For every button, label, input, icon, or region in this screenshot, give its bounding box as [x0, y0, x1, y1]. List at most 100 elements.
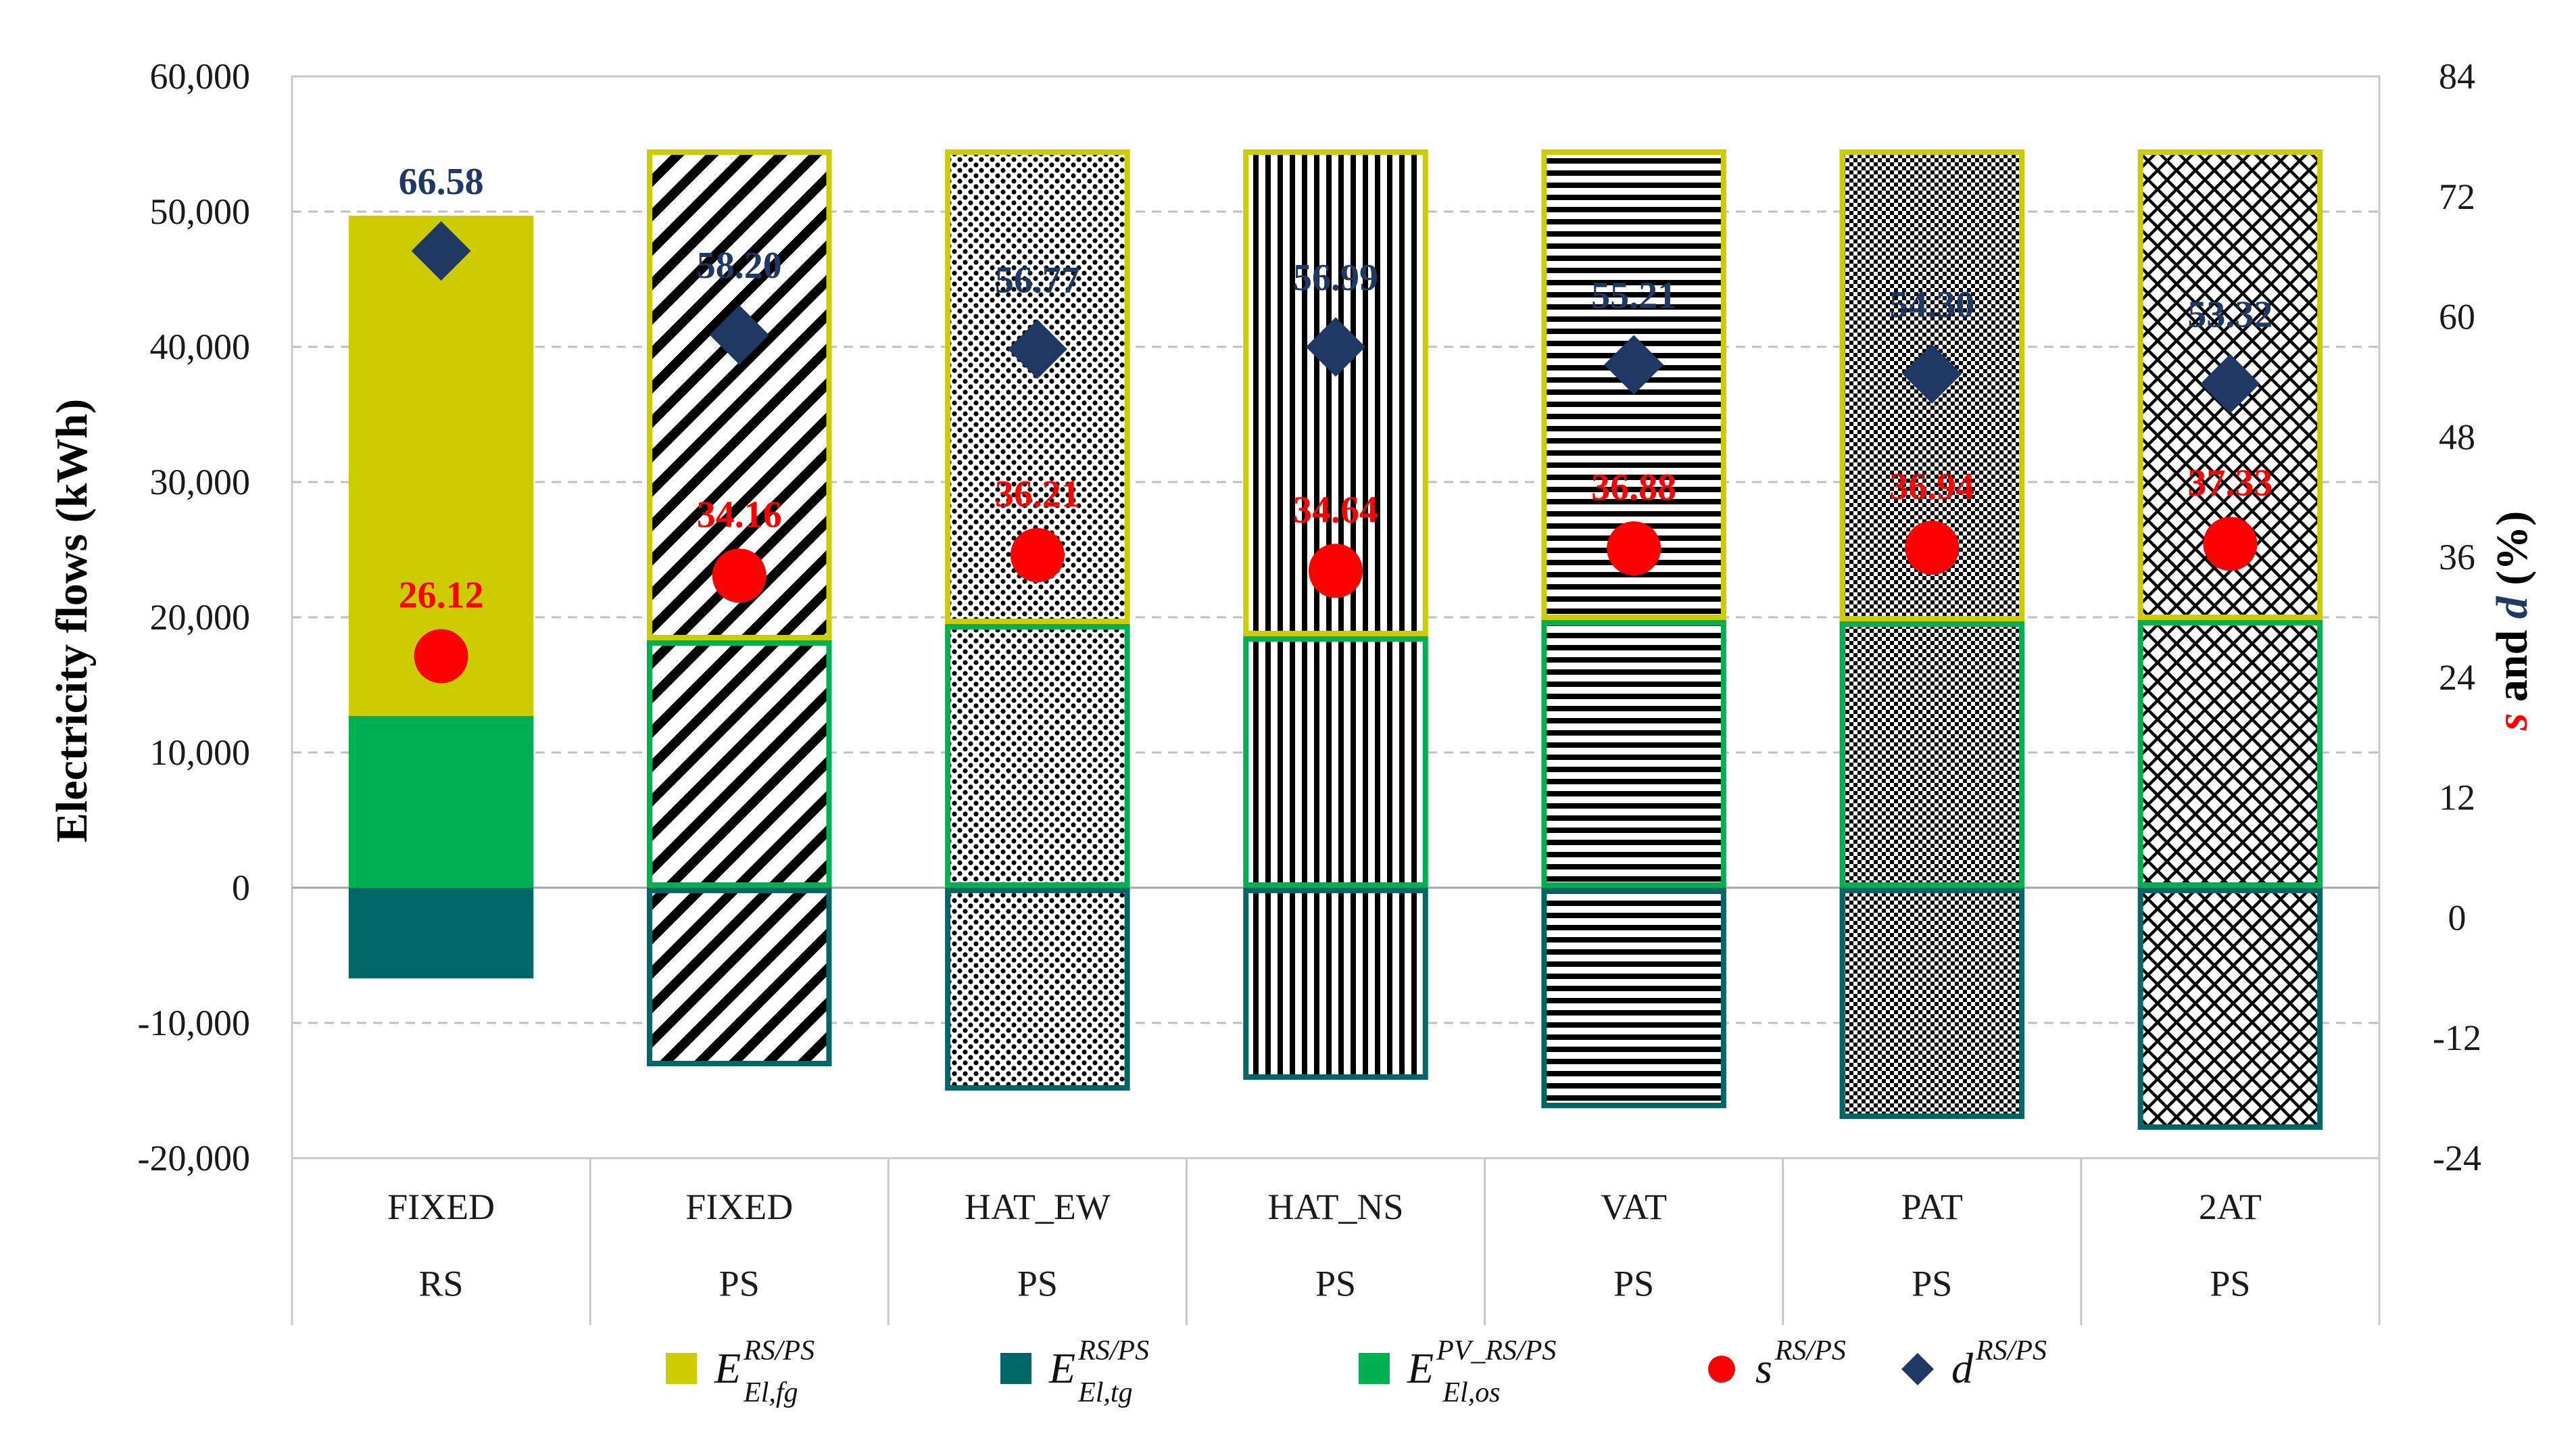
- bar-os-outline: [646, 640, 832, 888]
- right-tick-label: -24: [2433, 1138, 2481, 1178]
- bar-os: [1541, 620, 1726, 888]
- s-label: 36.88: [1591, 467, 1676, 508]
- right-axis-title: s and d (%): [2487, 511, 2537, 732]
- left-tick-label: 40,000: [150, 327, 251, 367]
- plot-area: 26.12 66.58 34.16 58.20 36.21 56.77 34.64 56.99…: [291, 75, 2381, 1160]
- d-marker: [1902, 344, 1962, 404]
- bar-os-fill: [348, 716, 534, 888]
- bar-os-fill: [950, 629, 1125, 883]
- s-marker: [1309, 544, 1363, 598]
- bar-tg-fill: [1844, 892, 2020, 1114]
- left-tick-label: 50,000: [150, 191, 251, 232]
- legend-label: sRS/PS: [1755, 1335, 1846, 1392]
- s-label: 37.33: [2187, 462, 2273, 504]
- bar-tg-fill: [1248, 892, 1424, 1075]
- left-tick-label: 0: [232, 867, 250, 908]
- legend-sub: El,tg: [1077, 1377, 1133, 1408]
- bar-tg: [348, 888, 534, 978]
- bar-fg-outline: [945, 149, 1130, 624]
- legend-symbol: E: [1407, 1344, 1434, 1392]
- legend-symbol: d: [1951, 1344, 1974, 1392]
- legend-entry: ERS/PS El,tg: [1000, 1335, 1149, 1408]
- legend-entry: sRS/PS: [1708, 1335, 1846, 1392]
- s-label: 34.64: [1293, 489, 1378, 531]
- bar-os-outline: [1839, 621, 2025, 888]
- left-tick-label: 60,000: [150, 56, 251, 97]
- bar-os-fill: [2142, 625, 2318, 883]
- legend-sup: RS/PS: [1077, 1335, 1149, 1366]
- legend-sub: El,os: [1442, 1377, 1500, 1408]
- right-axis-ticks: -24 -12 0 12 24 36 48 60 72 84: [2433, 56, 2481, 1178]
- bar-fg-outline: [1839, 149, 2025, 621]
- bar-fg-outline: [1541, 149, 1726, 620]
- bar-os: [1243, 636, 1428, 888]
- bar-os-outline: [1541, 620, 1726, 888]
- bar-os-fill: [1844, 626, 2020, 883]
- group-label: PS: [1017, 1264, 1058, 1304]
- legend-label: EPV_RS/PS El,os: [1407, 1335, 1556, 1408]
- bar-os: [1839, 621, 2025, 888]
- bar-os: [646, 640, 832, 888]
- s-marker: [1905, 521, 1960, 575]
- legend-entry: ERS/PS El,fg: [666, 1335, 815, 1408]
- group-label: PS: [1613, 1264, 1654, 1304]
- right-tick-label: 24: [2439, 657, 2475, 698]
- bar-tg: [1243, 888, 1428, 1080]
- bar-tg: [646, 888, 832, 1066]
- bars: [348, 149, 2323, 1130]
- d-label: 56.77: [995, 259, 1080, 301]
- d-label: 54.30: [1889, 284, 1974, 326]
- data-labels: 26.12 66.58 34.16 58.20 36.21 56.77 34.64 56.99…: [399, 161, 2273, 616]
- legend-sup: RS/PS: [1774, 1335, 1846, 1366]
- right-tick-label: 0: [2448, 897, 2466, 938]
- category-label: HAT_EW: [965, 1187, 1111, 1227]
- right-tick-label: 12: [2439, 778, 2475, 818]
- bar-os-outline: [2137, 620, 2323, 888]
- bar-tg-outline: [1839, 888, 2025, 1119]
- bar-tg-outline: [945, 888, 1130, 1091]
- d-marker: [1604, 335, 1664, 395]
- category-label: PAT: [1901, 1187, 1963, 1227]
- bar-tg: [1541, 888, 1726, 1108]
- bar-tg-fill: [348, 888, 534, 978]
- category-table: FIXED RS FIXED PS HAT_EW PS HAT_NS PS VAT PS PAT PS…: [291, 1158, 2381, 1325]
- left-tick-label: 20,000: [150, 597, 251, 638]
- group-label: RS: [419, 1264, 464, 1304]
- legend-swatch: [666, 1353, 697, 1384]
- bar-tg-fill: [1546, 892, 1722, 1103]
- left-tick-label: -10,000: [138, 1003, 250, 1043]
- bar-tg-outline: [2137, 888, 2323, 1130]
- d-marker: [709, 305, 769, 365]
- right-tick-label: 60: [2439, 297, 2475, 337]
- category-label: VAT: [1601, 1187, 1667, 1227]
- bar-tg-outline: [1243, 888, 1428, 1080]
- legend-sup: PV_RS/PS: [1436, 1335, 1556, 1366]
- legend-sup: RS/PS: [1975, 1335, 2047, 1366]
- legend-swatch: [1000, 1353, 1031, 1384]
- left-tick-label: 10,000: [150, 732, 251, 773]
- bar-os-fill: [1248, 641, 1424, 883]
- right-tick-label: 72: [2439, 176, 2475, 217]
- category-label: HAT_NS: [1267, 1187, 1403, 1227]
- legend-swatch-circle: [1708, 1356, 1735, 1383]
- bar-fg-outline: [646, 149, 832, 640]
- bar-tg-fill: [651, 892, 827, 1061]
- legend-symbol: E: [1048, 1344, 1075, 1392]
- bar-tg-outline: [646, 888, 832, 1066]
- d-label: 55.21: [1591, 275, 1676, 317]
- bar-os-outline: [1243, 636, 1428, 888]
- group-label: PS: [719, 1264, 760, 1304]
- bar-fg-outline: [2137, 149, 2323, 620]
- bar-tg: [1839, 888, 2025, 1119]
- s-marker: [712, 548, 767, 603]
- bar-os-fill: [651, 645, 827, 883]
- right-tick-label: 36: [2439, 537, 2475, 577]
- category-label: FIXED: [685, 1187, 793, 1227]
- group-label: PS: [1315, 1264, 1356, 1304]
- gridlines: [292, 210, 2379, 1024]
- s-label: 36.21: [995, 473, 1080, 515]
- markers: [411, 221, 2260, 684]
- right-tick-label: 48: [2439, 416, 2475, 457]
- bar-os: [945, 624, 1130, 888]
